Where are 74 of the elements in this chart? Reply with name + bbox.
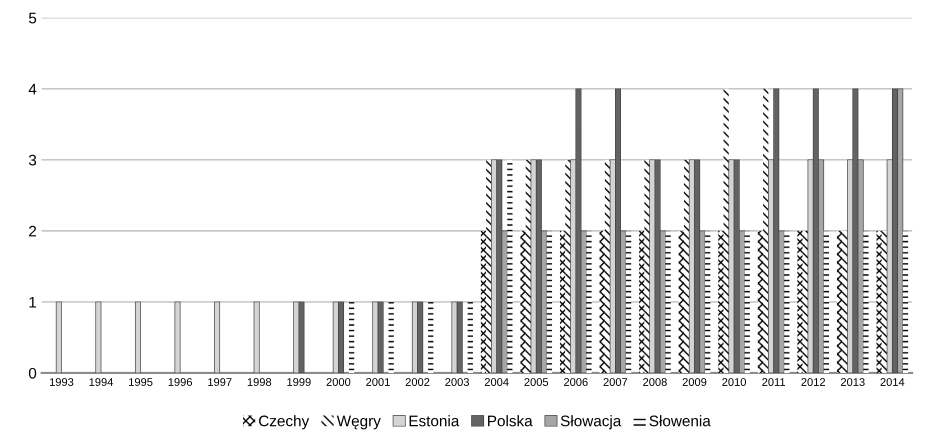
- x-tick-label: 2009: [682, 378, 706, 386]
- legend-label: Słowacja: [560, 415, 622, 430]
- bar: [784, 230, 790, 373]
- bar: [824, 230, 830, 373]
- bar: [705, 230, 710, 373]
- bar: [507, 160, 512, 373]
- x-tick-label: 2008: [643, 378, 667, 386]
- y-tick-label: 4: [28, 84, 36, 94]
- bar: [876, 230, 882, 373]
- bar: [626, 230, 632, 373]
- x-tick-label: 1995: [129, 378, 152, 386]
- bar: [639, 230, 644, 373]
- bar: [802, 230, 808, 373]
- bar: [684, 160, 690, 373]
- y-tick-label: 0: [28, 368, 36, 379]
- bar: [428, 302, 434, 373]
- bar: [586, 230, 592, 373]
- x-tick-label: 1993: [50, 378, 74, 386]
- x-tick-label: 1994: [90, 378, 114, 386]
- bar: [520, 230, 526, 373]
- legend-label: Słowenia: [649, 415, 711, 426]
- x-tick-label: 2004: [484, 378, 509, 386]
- bar: [560, 230, 566, 373]
- bar: [254, 302, 260, 373]
- x-tick-label: 2012: [801, 378, 825, 386]
- x-tick-label: 2002: [406, 378, 430, 386]
- bar: [348, 302, 354, 373]
- x-tick-label: 2014: [880, 378, 904, 386]
- bar: [863, 230, 869, 373]
- y-tick-label: 1: [29, 296, 36, 308]
- x-tick-label: 2010: [722, 378, 746, 386]
- bar: [724, 88, 729, 373]
- bar: [665, 230, 671, 373]
- x-tick-label: 1998: [248, 378, 272, 386]
- bar: [95, 302, 102, 373]
- x-tick-label: 2000: [326, 378, 350, 386]
- y-tick-label: 3: [28, 154, 36, 166]
- y-tick-label: 5: [28, 12, 36, 24]
- x-tick-label: 2007: [604, 378, 628, 386]
- y-tick-label: 2: [29, 226, 36, 236]
- x-tick-label: 1999: [287, 378, 311, 386]
- bar: [480, 230, 486, 373]
- x-tick-label: 2001: [366, 378, 390, 386]
- legend-label: Estonia: [410, 415, 460, 426]
- bar: [388, 302, 394, 373]
- bar: [56, 302, 62, 373]
- x-tick-label: 2003: [445, 378, 469, 386]
- x-tick-label: 1997: [208, 378, 232, 386]
- bar: [836, 230, 842, 373]
- bar: [842, 230, 848, 373]
- bar: [902, 230, 908, 373]
- bar: [486, 160, 492, 373]
- bar: [718, 230, 724, 373]
- bar: [797, 230, 803, 373]
- bar: [174, 302, 180, 373]
- legend-label: Czechy: [259, 415, 310, 430]
- bar: [468, 302, 473, 373]
- bar: [546, 230, 552, 373]
- bar: [214, 302, 220, 373]
- x-tick-label: 2006: [564, 378, 588, 386]
- bar: [600, 230, 605, 373]
- bar: [134, 302, 141, 373]
- bar: [678, 230, 684, 373]
- legend-label: Węgry: [336, 416, 381, 430]
- legend-label: Polska: [488, 415, 533, 426]
- bar: [744, 230, 750, 373]
- x-tick-label: 2011: [762, 378, 786, 386]
- bar: [758, 230, 764, 373]
- bar: [763, 88, 768, 373]
- x-tick-label: 2013: [840, 378, 865, 386]
- x-tick-label: 2005: [524, 378, 548, 386]
- x-tick-label: 1996: [168, 378, 192, 386]
- bar: [526, 160, 531, 373]
- bar: [644, 160, 650, 373]
